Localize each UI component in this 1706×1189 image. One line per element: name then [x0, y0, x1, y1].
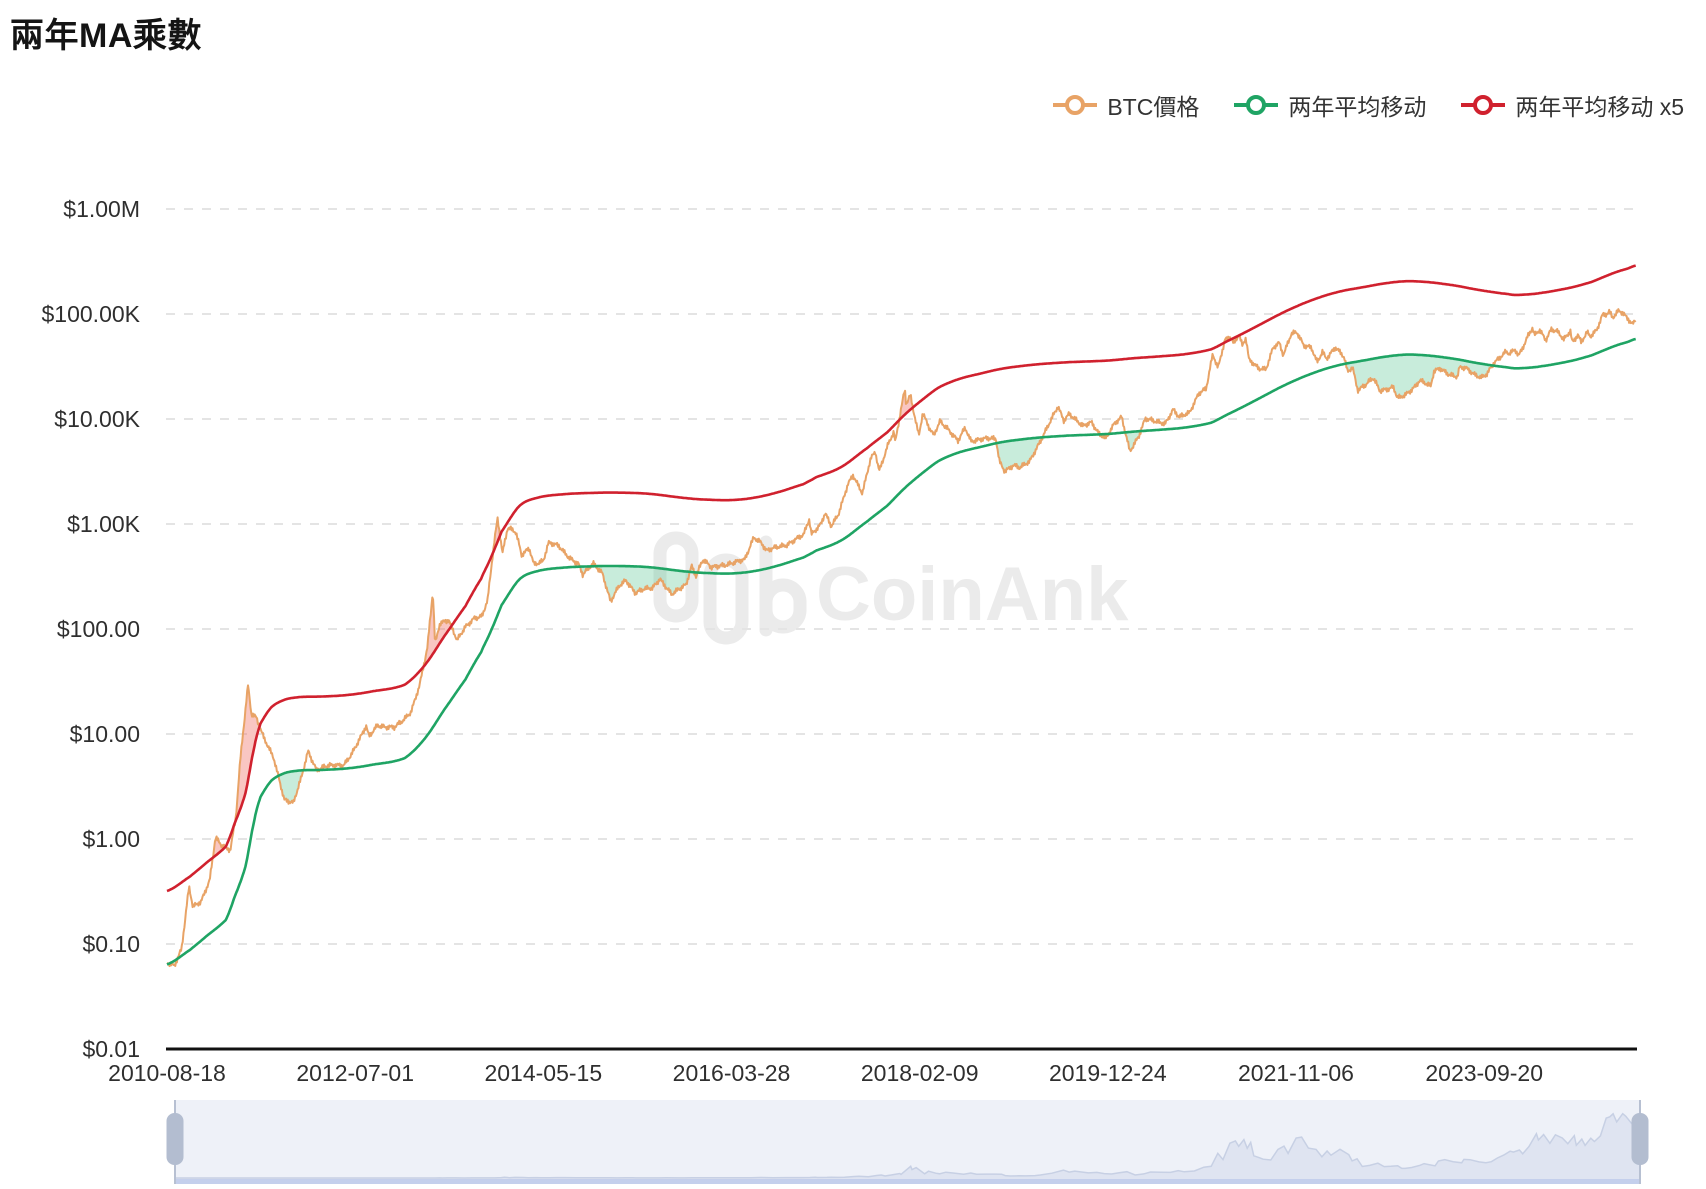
- x-axis-label: 2018-02-09: [861, 1060, 979, 1086]
- navigator[interactable]: [166, 1100, 1649, 1185]
- y-axis-label: $0.10: [82, 931, 140, 957]
- navigator-series-silhouette: [174, 1112, 1641, 1185]
- legend-item-ma[interactable]: 两年平均移动: [1233, 88, 1426, 122]
- legend-label: 两年平均移动: [1288, 94, 1427, 120]
- x-axis-label: 2023-09-20: [1425, 1060, 1543, 1086]
- legend-item-ma-x5[interactable]: 两年平均移动 x5: [1460, 88, 1684, 122]
- ma-line[interactable]: [166, 337, 1637, 966]
- y-axis-label: $1.00M: [63, 196, 140, 222]
- legend-label: 两年平均移动 x5: [1515, 94, 1684, 120]
- y-axis-label: $100.00K: [42, 301, 141, 327]
- x-axis: 2010-08-18 2012-07-01 2014-05-15 2016-03-28…: [108, 1060, 1543, 1086]
- watermark: CoinAnk: [653, 531, 1129, 645]
- y-axis-label: $1.00: [82, 826, 140, 852]
- ma-x5-line[interactable]: [166, 264, 1637, 893]
- legend-marker-icon: [1461, 95, 1506, 115]
- x-axis-label: 2016-03-28: [673, 1060, 791, 1086]
- y-axis-label: $1.00K: [67, 511, 141, 537]
- x-axis-label: 2010-08-18: [108, 1060, 226, 1086]
- legend-item-btc-price[interactable]: BTC價格: [1052, 88, 1199, 122]
- x-axis-label: 2021-11-06: [1238, 1060, 1354, 1086]
- navigator-handle-left[interactable]: [166, 1113, 184, 1165]
- y-axis-label: $0.01: [82, 1036, 140, 1062]
- legend-marker-icon: [1234, 95, 1279, 115]
- chart-title: 兩年MA乘數: [10, 17, 202, 55]
- navigator-bottom-strip: [175, 1179, 1640, 1184]
- fill-price-below-ma: [167, 339, 1636, 967]
- y-grid: $1.00M $100.00K $10.00K $1.00K $100.00 $10.00…: [42, 196, 1637, 1062]
- legend: BTC價格 两年平均移动 两年平均移动 x5: [1052, 88, 1684, 122]
- y-axis-label: $10.00K: [54, 406, 140, 432]
- x-axis-label: 2014-05-15: [484, 1060, 602, 1086]
- y-axis-label: $10.00: [70, 721, 140, 747]
- x-axis-label: 2012-07-01: [296, 1060, 414, 1086]
- legend-label: BTC價格: [1107, 94, 1200, 120]
- watermark-text: CoinAnk: [816, 552, 1129, 637]
- y-axis-label: $100.00: [57, 616, 140, 642]
- x-axis-label: 2019-12-24: [1049, 1060, 1167, 1086]
- navigator-handle-right[interactable]: [1631, 1113, 1649, 1165]
- legend-marker-icon: [1053, 95, 1098, 115]
- btc-price-line[interactable]: [166, 308, 1637, 968]
